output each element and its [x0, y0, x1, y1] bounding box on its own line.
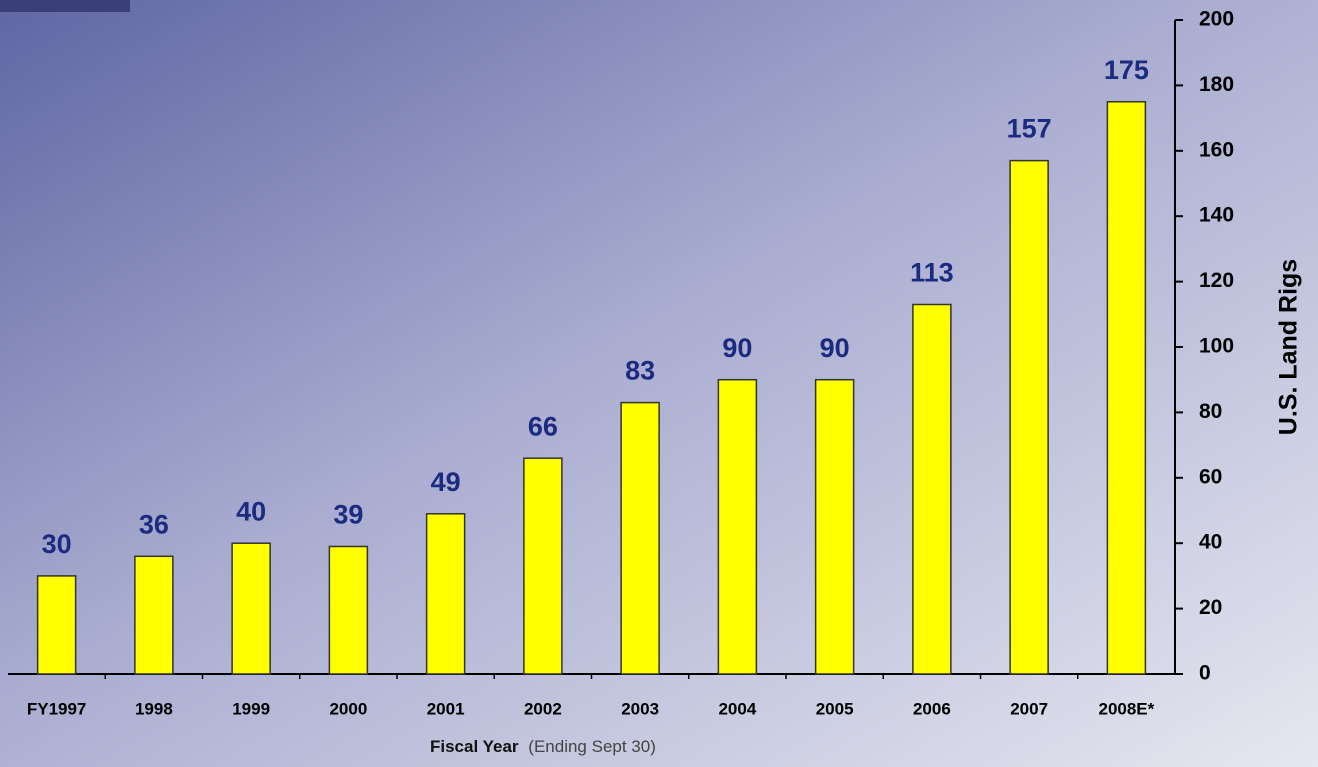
y-tick-label: 0: [1199, 662, 1211, 685]
bar: [1009, 159, 1049, 675]
value-label: 30: [42, 529, 72, 559]
x-tick-label: 2001: [427, 699, 465, 718]
bar: [36, 575, 77, 675]
x-axis-title: Fiscal Year: [430, 737, 519, 756]
x-tick-label: 2004: [718, 699, 756, 718]
value-label: 36: [139, 509, 169, 539]
x-axis-note: (Ending Sept 30): [528, 737, 656, 756]
bar: [717, 378, 758, 675]
y-tick-label: 140: [1199, 204, 1234, 227]
y-tick-label: 180: [1199, 73, 1234, 96]
value-label: 90: [820, 333, 850, 363]
value-label: 157: [1007, 114, 1052, 144]
value-label: 83: [625, 356, 655, 386]
y-tick-label: 100: [1199, 335, 1234, 358]
y-tick-label: 40: [1199, 531, 1222, 554]
corner-tab: [0, 0, 130, 12]
y-tick-label: 60: [1199, 465, 1222, 488]
bar: [620, 401, 660, 675]
y-tick-label: 20: [1199, 596, 1222, 619]
bar: [231, 542, 271, 675]
x-tick-label: 2000: [329, 699, 367, 718]
x-tick-label: 1999: [232, 699, 270, 718]
bar: [134, 555, 174, 675]
value-label: 39: [333, 500, 363, 530]
value-label: 90: [722, 333, 752, 363]
x-tick-label: 2003: [621, 699, 659, 718]
bar: [328, 545, 369, 675]
y-tick-label: 200: [1199, 8, 1234, 31]
y-tick-label: 80: [1199, 400, 1222, 423]
x-axis-label: Fiscal Year (Ending Sept 30): [430, 737, 656, 756]
value-label: 49: [431, 467, 461, 497]
value-label: 40: [236, 496, 266, 526]
y-tick-label: 120: [1199, 269, 1234, 292]
bar: [1106, 101, 1147, 675]
x-tick-label: 2002: [524, 699, 562, 718]
bar: [425, 513, 466, 675]
x-tick-label: 2005: [816, 699, 854, 718]
x-tick-label: 1998: [135, 699, 173, 718]
bar: [814, 378, 855, 675]
y-tick-label: 160: [1199, 138, 1234, 161]
y-axis-label: U.S. Land Rigs: [1275, 259, 1303, 435]
x-tick-label: 2007: [1010, 699, 1048, 718]
bar: [523, 457, 563, 675]
x-tick-label: 2006: [913, 699, 951, 718]
value-label: 66: [528, 411, 558, 441]
value-label: 175: [1104, 55, 1149, 85]
x-tick-label: 2008E*: [1098, 699, 1154, 718]
x-tick-label: FY1997: [27, 699, 87, 718]
bar: [912, 303, 952, 675]
value-label: 113: [910, 258, 954, 288]
